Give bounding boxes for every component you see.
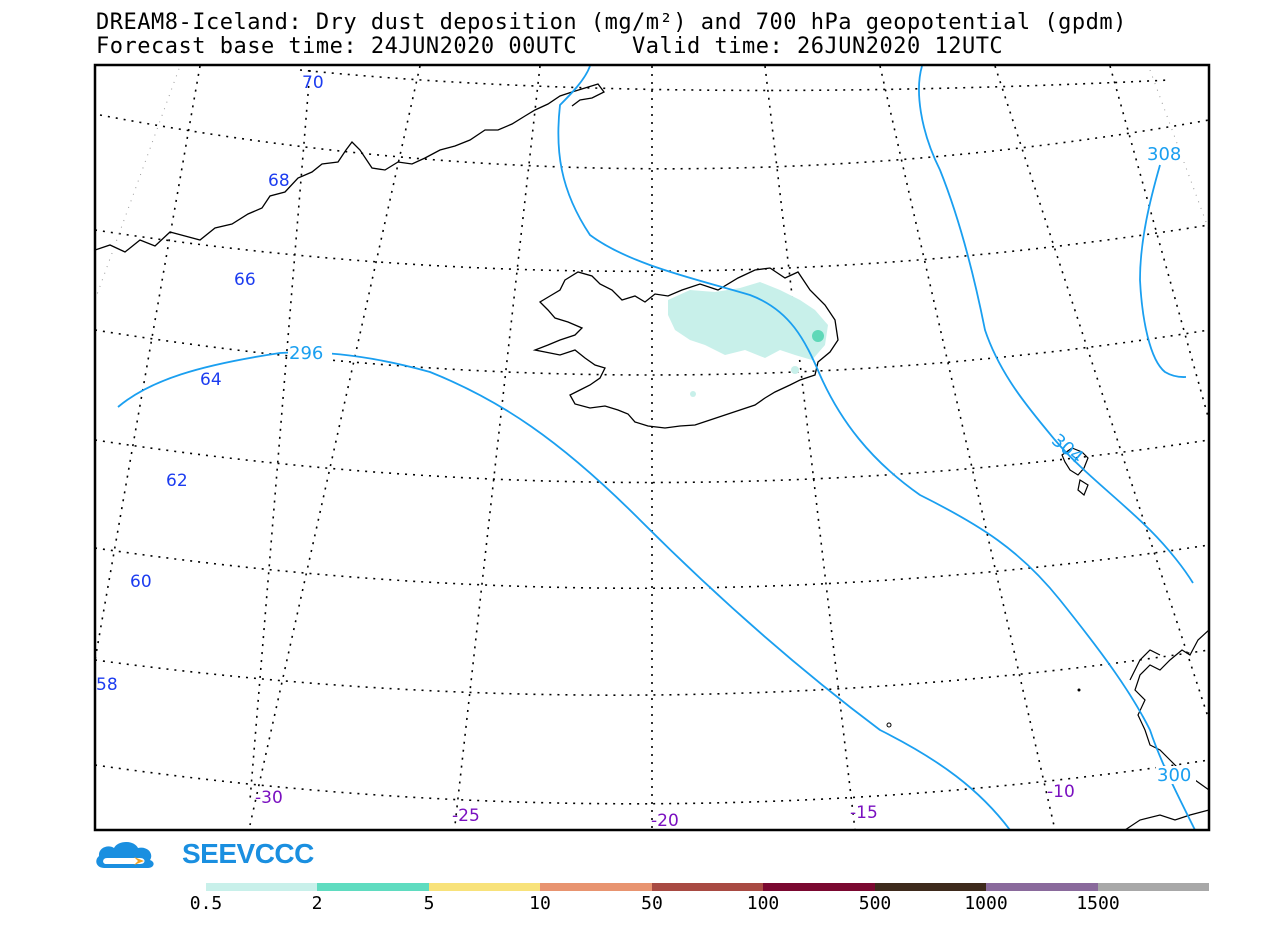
colorbar-segment [206, 883, 318, 891]
longitude-label: -20 [651, 811, 679, 831]
contour-label: 304 [1047, 430, 1087, 468]
latitude-label: 62 [166, 471, 188, 491]
longitude-label: -30 [255, 788, 283, 808]
longitude-label: -25 [452, 806, 480, 826]
dust-deposition-area [668, 282, 828, 360]
colorbar-segment [651, 883, 764, 891]
contour-300 [557, 65, 1196, 830]
latitude-label: 58 [96, 675, 118, 695]
colorbar-label: 1500 [1076, 893, 1120, 914]
colorbar-segment [874, 883, 987, 891]
arrow-icon [134, 857, 144, 865]
contour-308 [1139, 164, 1187, 378]
latitude-label: 66 [234, 270, 256, 290]
colorbar-label: 500 [858, 893, 892, 914]
colorbar-segment [1097, 883, 1209, 891]
contour-304 [918, 65, 1194, 584]
colorbar-segment [986, 883, 1098, 891]
longitude-label: -15 [850, 803, 878, 823]
contour-label: 296 [289, 343, 323, 364]
greenland-coastline [95, 83, 605, 253]
latitude-label: 64 [200, 370, 222, 390]
map-frame [93, 63, 1211, 832]
seevccc-logo [96, 842, 154, 868]
colorbar-label: 1000 [964, 893, 1008, 914]
colorbar-label: 5 [423, 893, 435, 914]
time-info: Forecast base time: 24JUN2020 00UTC Vali… [96, 34, 1004, 59]
cloud-icon [96, 842, 154, 868]
colorbar-label: 100 [746, 893, 780, 914]
geopotential-contours [117, 65, 1196, 830]
chart-title: DREAM8-Iceland: Dry dust deposition (mg/… [96, 10, 1127, 35]
contour-label: 300 [1157, 765, 1191, 786]
logo-text: SEEVCCC [182, 838, 314, 869]
colorbar-segment [540, 883, 652, 891]
colorbar-segment [317, 883, 429, 891]
latitude-label: 70 [302, 73, 324, 93]
contour-296 [117, 351, 1011, 830]
faroe-islands [1061, 447, 1089, 496]
colorbar-label: 50 [641, 893, 663, 914]
scotland-coastline [1124, 629, 1209, 830]
latitude-label: 68 [268, 171, 290, 191]
colorbar-label: 10 [529, 893, 551, 914]
colorbar [206, 883, 1209, 891]
longitude-gridlines [95, 65, 1209, 830]
latitude-label: 60 [130, 572, 152, 592]
longitude-label: -10 [1047, 782, 1075, 802]
colorbar-segment [428, 883, 541, 891]
colorbar-label: 2 [311, 893, 323, 914]
latitude-gridlines [95, 69, 1209, 805]
contour-label: 308 [1147, 144, 1181, 165]
colorbar-segment [763, 883, 875, 891]
colorbar-label: 0.5 [189, 893, 223, 914]
iceland-coastline [532, 267, 839, 429]
